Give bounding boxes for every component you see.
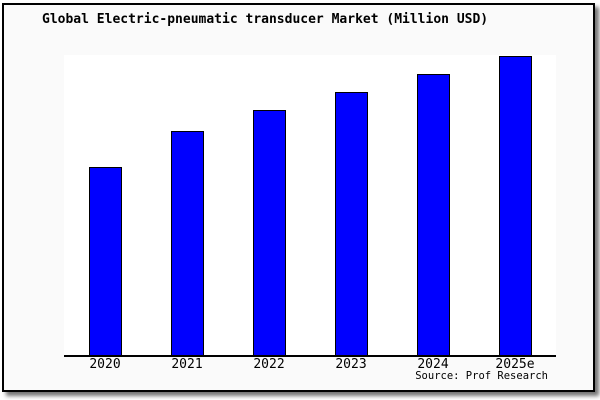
- x-tick-2024: 2024: [417, 357, 449, 372]
- bar-slot-2020: [64, 55, 146, 355]
- bar-2023: [334, 91, 368, 355]
- bar-2022: [252, 109, 286, 355]
- bar-2024: [416, 73, 450, 355]
- x-tick-2023: 2023: [335, 357, 367, 372]
- bars-row: [64, 55, 556, 355]
- bar-slot-2023: [310, 55, 392, 355]
- bar-2021: [170, 130, 204, 355]
- chart-title: Global Electric-pneumatic transducer Mar…: [42, 12, 489, 27]
- bar-2020: [88, 166, 122, 355]
- bar-2025e: [498, 55, 532, 355]
- x-tick-2025e: 2025e: [495, 357, 535, 372]
- x-tick-2022: 2022: [253, 357, 285, 372]
- x-tick-2020: 2020: [89, 357, 121, 372]
- source-note: Source: Prof Research: [415, 370, 548, 382]
- bar-slot-2025e: [474, 55, 556, 355]
- bar-slot-2022: [228, 55, 310, 355]
- bar-slot-2021: [146, 55, 228, 355]
- chart-frame: Global Electric-pneumatic transducer Mar…: [2, 3, 595, 392]
- bar-slot-2024: [392, 55, 474, 355]
- x-tick-2021: 2021: [171, 357, 203, 372]
- x-axis-labels: 2020 2021 2022 2023 2024 2025e: [64, 358, 556, 371]
- plot-area: [64, 55, 556, 357]
